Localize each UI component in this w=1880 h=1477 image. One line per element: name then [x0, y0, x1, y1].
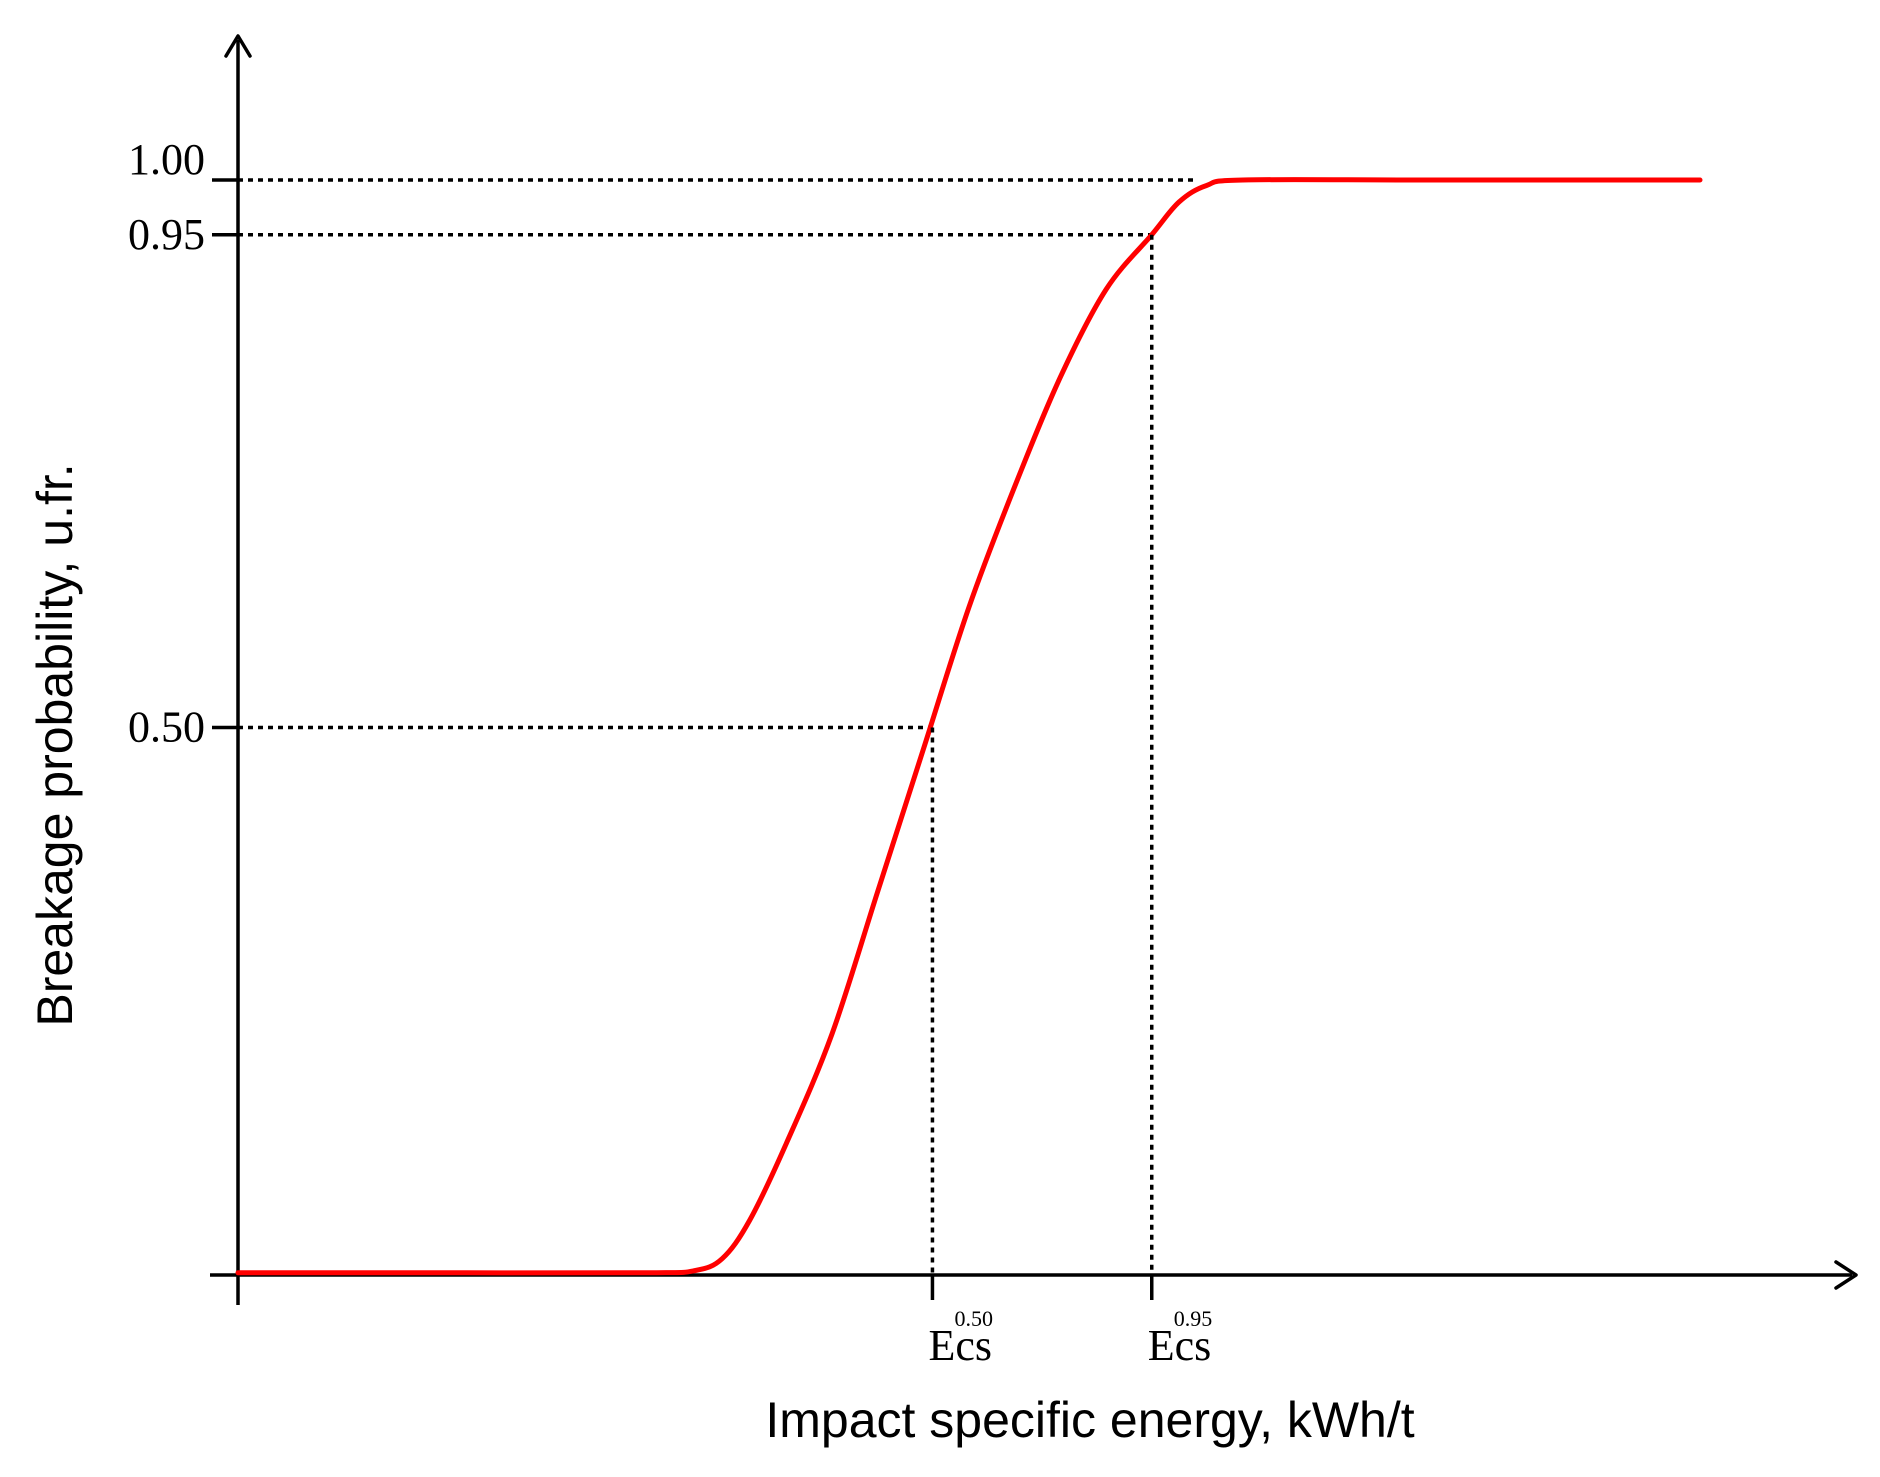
- guide-lines: [238, 178, 1198, 730]
- y-ticks: 1.00 0.95 0.50: [128, 135, 238, 752]
- x-marker-superscript-1: 0.95: [1174, 1306, 1213, 1331]
- x-marker-label-1: Ecs: [1148, 1321, 1212, 1370]
- y-tick-label-0: 1.00: [128, 135, 205, 184]
- x-marker-label-0: Ecs: [928, 1321, 992, 1370]
- breakage-probability-curve: [235, 177, 1703, 1276]
- x-axis-title: Impact specific energy, kWh/t: [765, 1392, 1414, 1448]
- x-axis-arrow: [1834, 1260, 1858, 1290]
- x-marker-superscript-0: 0.50: [954, 1306, 993, 1331]
- series-layer: [235, 177, 1703, 1276]
- axes: [210, 34, 1858, 1305]
- y-axis-arrow: [224, 34, 252, 58]
- y-tick-label-2: 0.50: [128, 703, 205, 752]
- y-axis-title: Breakage probability, u.fr.: [27, 463, 83, 1026]
- y-tick-label-1: 0.95: [128, 210, 205, 259]
